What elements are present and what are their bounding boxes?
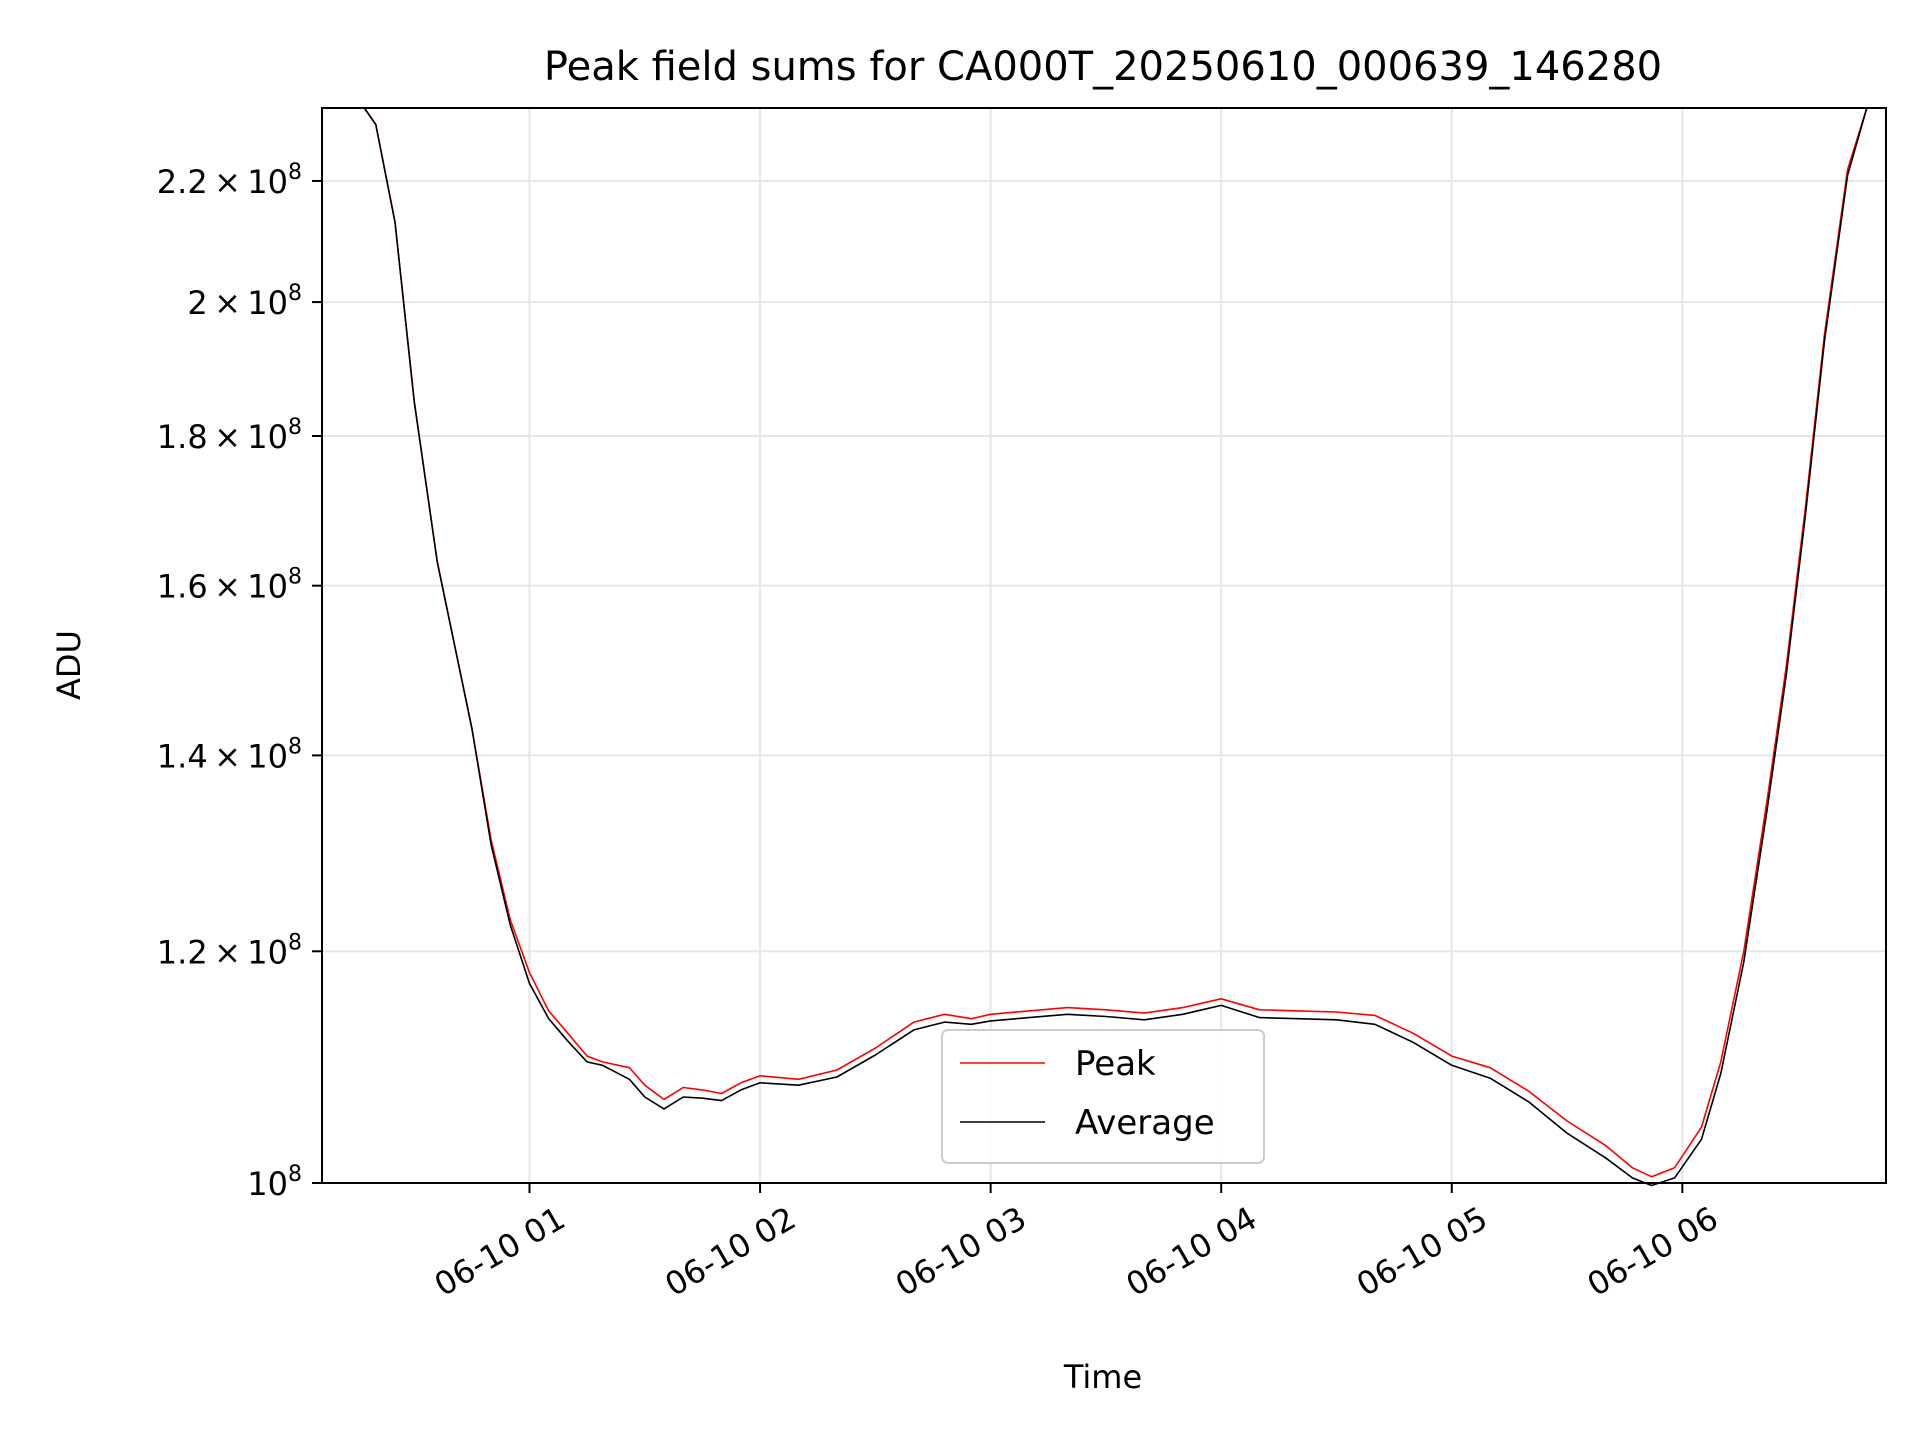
y-tick-label: 1.4 × 108 xyxy=(157,734,302,775)
legend-average-label: Average xyxy=(1075,1103,1215,1143)
x-axis-title: Time xyxy=(1063,1358,1142,1396)
y-tick-label: 2 × 108 xyxy=(187,281,302,322)
grid xyxy=(322,108,1886,1183)
series-line-peak xyxy=(322,107,1886,1178)
plot-lines xyxy=(322,107,1886,1187)
plot-frame xyxy=(321,107,1887,1184)
legend-peak-label: Peak xyxy=(1075,1044,1156,1084)
y-tick-label: 1.2 × 108 xyxy=(157,930,302,971)
y-tick-label: 1.8 × 108 xyxy=(157,415,302,456)
y-axis-ticks: 108 1.2 × 108 1.4 × 108 1.6 × 108 1.8 × 108 2… xyxy=(157,160,322,1203)
chart-title: Peak field sums for CA000T_20250610_0006… xyxy=(544,44,1662,90)
series-line-average xyxy=(322,107,1886,1187)
legend: Peak Average xyxy=(941,1029,1265,1164)
y-tick-label: 108 xyxy=(247,1162,302,1203)
y-axis-title: ADU xyxy=(50,630,88,700)
y-tick-label: 2.2 × 108 xyxy=(157,160,302,201)
y-tick-label: 1.6 × 108 xyxy=(157,565,302,606)
